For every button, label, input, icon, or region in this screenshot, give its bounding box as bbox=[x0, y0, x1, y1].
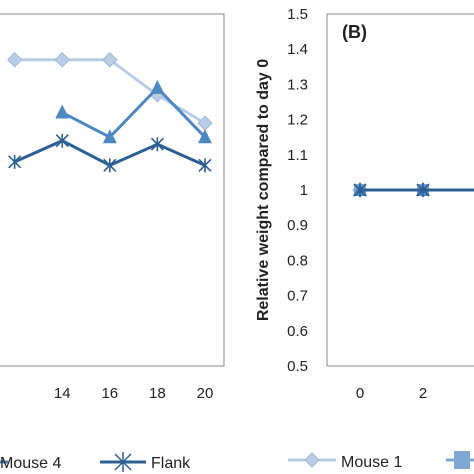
right-y-tick-label: 1.4 bbox=[287, 41, 308, 58]
legend-label-mouse4: Mouse 4 bbox=[0, 455, 61, 472]
left-series-1-point-3 bbox=[150, 79, 165, 94]
left-series-2-point-0 bbox=[8, 154, 22, 169]
legend-label-mouse1: Mouse 1 bbox=[341, 454, 402, 471]
left-series-0-point-0 bbox=[6, 52, 23, 68]
legend-swatch-mouse2 bbox=[446, 451, 474, 469]
left-series-1-point-1 bbox=[55, 104, 70, 119]
left-panel-frame bbox=[0, 13, 225, 367]
right-y-tick-label: 0.7 bbox=[287, 288, 308, 305]
left-plot-area bbox=[6, 52, 213, 173]
right-y-tick-label: 1.1 bbox=[287, 147, 308, 164]
panel-label-b: (B) bbox=[342, 22, 367, 42]
left-series-0-point-2 bbox=[102, 52, 118, 68]
left-series-2-point-2 bbox=[103, 158, 117, 173]
right-y-tick-label: 1.2 bbox=[287, 112, 308, 129]
right-plot-area bbox=[352, 182, 474, 198]
right-x-tick-label: 2 bbox=[419, 385, 427, 402]
left-series-line-1 bbox=[61, 85, 207, 140]
left-x-axis-ticks: 14 16 18 20 bbox=[54, 385, 213, 402]
left-x-tick-label: 18 bbox=[149, 385, 166, 402]
left-series-0-point-1 bbox=[54, 52, 70, 68]
left-series-2-point-1 bbox=[55, 133, 69, 148]
left-x-tick-label: 14 bbox=[54, 385, 71, 402]
left-series-2-point-4 bbox=[198, 158, 212, 173]
right-y-tick-label: 1.5 bbox=[287, 6, 308, 23]
legend-swatch-flank bbox=[100, 452, 146, 472]
right-legend: Mouse 1 bbox=[288, 451, 474, 471]
right-y-tick-label: 0.5 bbox=[287, 358, 308, 375]
left-legend: Mouse 4 Flank bbox=[0, 452, 191, 472]
right-y-tick-label: 1.3 bbox=[287, 76, 308, 93]
y-axis-label: Relative weight compared to day 0 bbox=[255, 59, 272, 321]
left-series-1-point-4 bbox=[197, 129, 212, 144]
left-series-2-point-3 bbox=[150, 137, 164, 152]
left-x-tick-label: 16 bbox=[101, 385, 118, 402]
right-y-tick-label: 1 bbox=[300, 182, 308, 199]
right-series-3-point-0 bbox=[353, 183, 367, 197]
right-y-tick-label: 0.6 bbox=[287, 323, 308, 340]
right-x-tick-label: 0 bbox=[356, 385, 364, 402]
right-series-3-point-1 bbox=[416, 183, 430, 197]
legend-label-flank: Flank bbox=[151, 455, 191, 472]
left-series-1-point-2 bbox=[102, 129, 117, 144]
left-series-0-point-4 bbox=[197, 115, 213, 131]
right-y-axis-ticks: 0.5 0.6 0.7 0.8 0.9 1 1.1 1.2 1.3 1.4 1.5 bbox=[287, 6, 308, 375]
right-y-tick-label: 0.9 bbox=[287, 217, 308, 234]
left-x-tick-label: 20 bbox=[197, 385, 214, 402]
legend-swatch-mouse1 bbox=[288, 452, 336, 468]
right-y-tick-label: 0.8 bbox=[287, 252, 308, 269]
left-series-line-0 bbox=[14, 58, 206, 125]
